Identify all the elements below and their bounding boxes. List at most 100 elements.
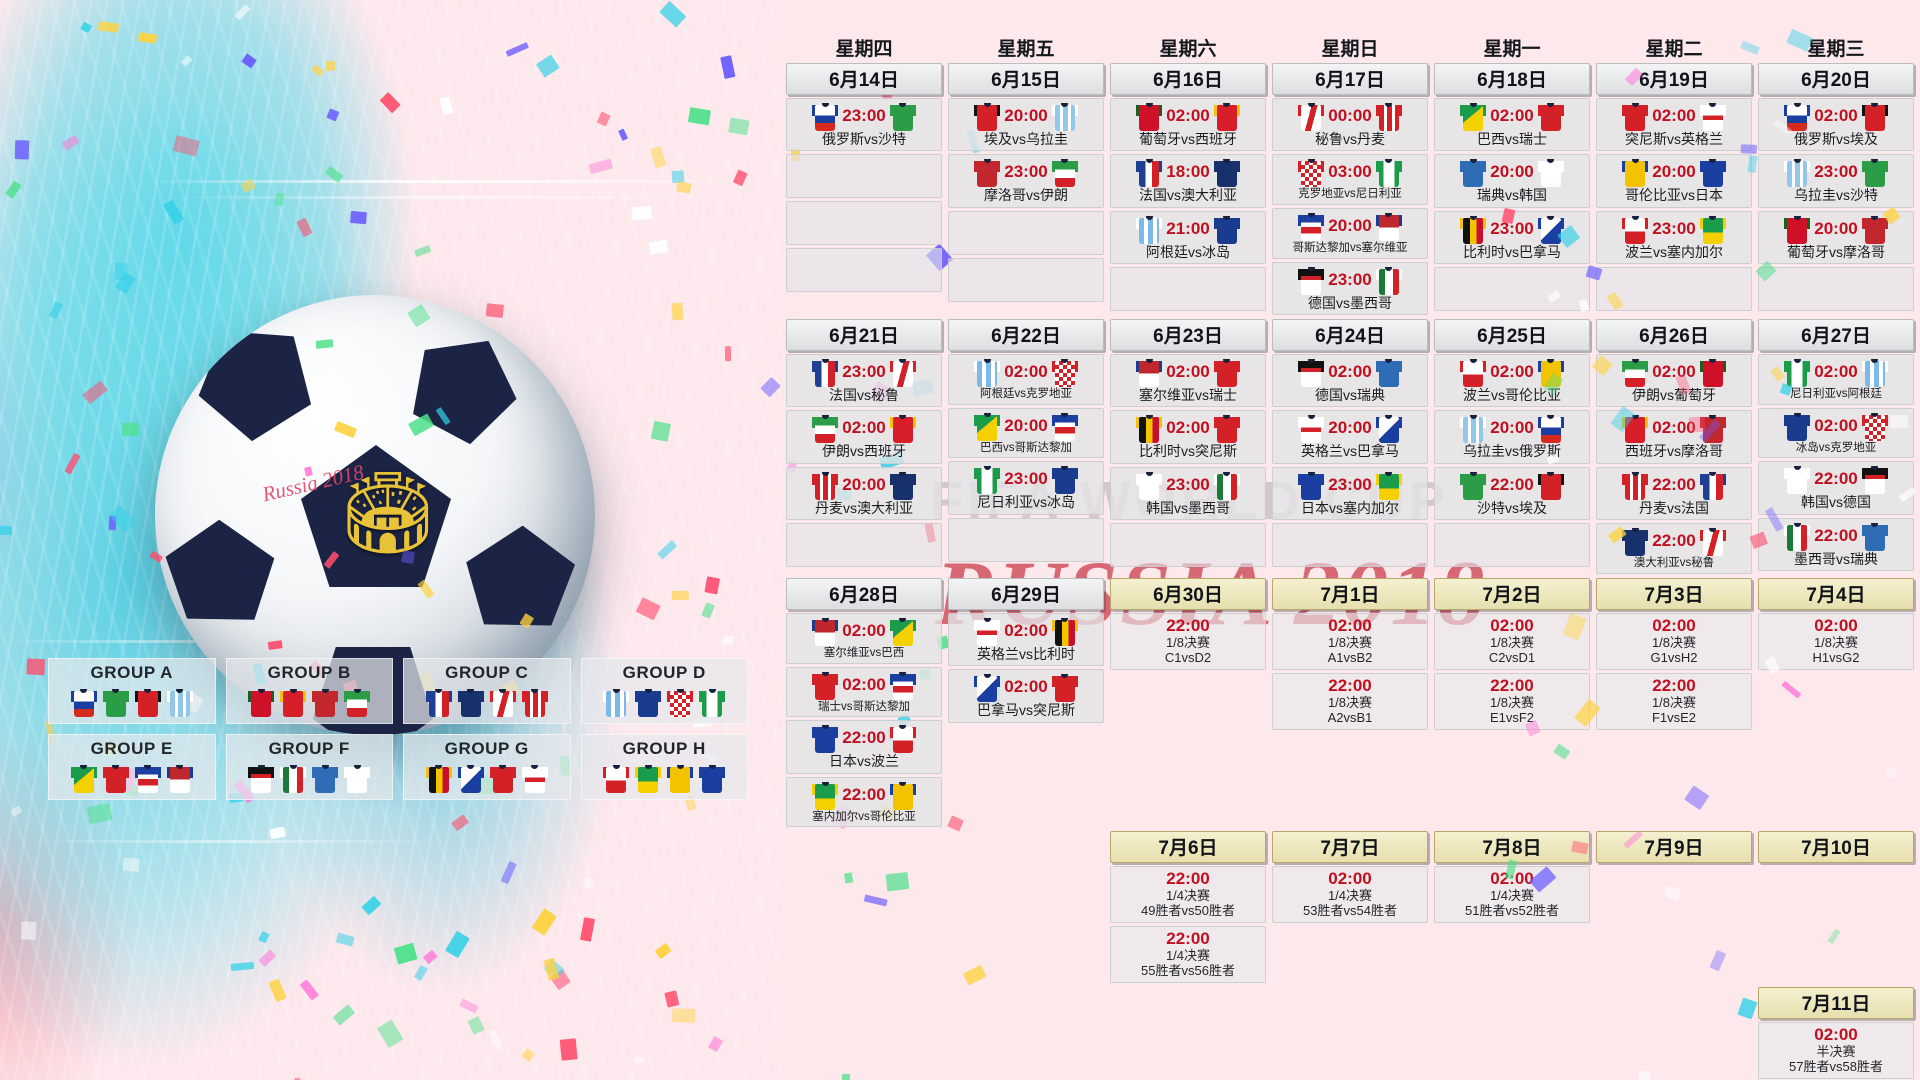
group-box-group-h[interactable]: GROUP H <box>580 734 748 800</box>
date-header[interactable]: 6月17日 <box>1272 63 1428 95</box>
group-box-group-a[interactable]: GROUP A <box>48 658 216 724</box>
team-kit-icon <box>1460 357 1487 388</box>
date-header[interactable]: 7月7日 <box>1272 831 1428 864</box>
group-match-cell[interactable]: 20:00 哥伦比亚vs日本 <box>1596 154 1752 208</box>
date-header[interactable]: 6月14日 <box>786 63 942 95</box>
groups-row: GROUP E GROUP F GROUP G GROUP H <box>48 734 748 800</box>
group-match-cell[interactable]: 23:00 日本vs塞内加尔 <box>1272 466 1428 521</box>
group-match-cell[interactable]: 21:00 阿根廷vs冰岛 <box>1110 210 1266 265</box>
group-match-cell[interactable]: 02:00 比利时vs突尼斯 <box>1110 410 1266 464</box>
group-match-cell[interactable]: 02:00 德国vs瑞典 <box>1272 354 1428 408</box>
group-match-cell[interactable]: 22:00 丹麦vs法国 <box>1596 466 1752 521</box>
group-match-cell[interactable]: 02:00 葡萄牙vs西班牙 <box>1110 98 1266 152</box>
group-match-cell[interactable]: 02:00 阿根廷vs克罗地亚 <box>948 354 1104 405</box>
group-match-cell[interactable]: 02:00 伊朗vs西班牙 <box>786 410 942 464</box>
group-match-cell[interactable]: 23:00 俄罗斯vs沙特 <box>786 98 942 152</box>
date-header[interactable]: 7月4日 <box>1758 577 1914 610</box>
date-header[interactable]: 6月18日 <box>1434 63 1590 95</box>
group-match-cell[interactable]: 22:00 韩国vs德国 <box>1758 461 1914 515</box>
date-header[interactable]: 6月21日 <box>786 319 942 352</box>
group-match-cell[interactable]: 20:00 葡萄牙vs摩洛哥 <box>1758 210 1914 265</box>
group-match-cell[interactable]: 20:00 乌拉圭vs俄罗斯 <box>1434 410 1590 464</box>
date-header[interactable]: 6月15日 <box>948 63 1104 95</box>
group-match-cell[interactable]: 20:00 丹麦vs澳大利亚 <box>786 466 942 521</box>
group-match-cell[interactable]: 02:00 巴西vs瑞士 <box>1434 98 1590 152</box>
knockout-match-cell[interactable]: 02:00 1/8决赛 C2vsD1 <box>1434 612 1590 670</box>
group-box-group-g[interactable]: GROUP G <box>403 734 571 800</box>
group-match-cell[interactable]: 02:00 塞尔维亚vs巴西 <box>786 612 942 664</box>
date-header[interactable]: 6月19日 <box>1596 63 1752 95</box>
group-match-cell[interactable]: 20:00 英格兰vs巴拿马 <box>1272 410 1428 464</box>
group-match-cell[interactable]: 23:00 乌拉圭vs沙特 <box>1758 154 1914 208</box>
knockout-match-cell[interactable]: 22:00 1/4决赛 55胜者vs56胜者 <box>1110 926 1266 983</box>
knockout-match-cell[interactable]: 02:00 1/8决赛 H1vsG2 <box>1758 612 1914 670</box>
knockout-match-cell[interactable]: 22:00 1/8决赛 E1vsF2 <box>1434 672 1590 730</box>
group-box-group-c[interactable]: GROUP C <box>403 658 571 724</box>
group-box-group-b[interactable]: GROUP B <box>225 658 393 724</box>
knockout-match-cell[interactable]: 22:00 1/8决赛 A2vsB1 <box>1272 672 1428 730</box>
group-match-cell[interactable]: 00:00 秘鲁vs丹麦 <box>1272 98 1428 152</box>
group-match-cell[interactable]: 20:00 巴西vs哥斯达黎加 <box>948 407 1104 459</box>
date-header[interactable]: 6月28日 <box>786 577 942 610</box>
date-header[interactable]: 6月29日 <box>948 577 1104 610</box>
group-match-cell[interactable]: 02:00 英格兰vs比利时 <box>948 612 1104 667</box>
date-header[interactable]: 6月23日 <box>1110 319 1266 352</box>
knockout-match-cell[interactable]: 02:00 1/8决赛 G1vsH2 <box>1596 612 1752 670</box>
group-match-cell[interactable]: 23:00 韩国vs墨西哥 <box>1110 466 1266 521</box>
date-header[interactable]: 7月11日 <box>1758 986 1914 1019</box>
date-header[interactable]: 7月6日 <box>1110 831 1266 864</box>
group-match-cell[interactable]: 20:00 埃及vs乌拉圭 <box>948 98 1104 152</box>
group-match-cell[interactable]: 03:00 克罗地亚vs尼日利亚 <box>1272 154 1428 206</box>
group-match-cell[interactable]: 22:00 沙特vs埃及 <box>1434 466 1590 521</box>
group-match-cell[interactable]: 22:00 澳大利亚vs秘鲁 <box>1596 523 1752 574</box>
date-header[interactable]: 6月26日 <box>1596 319 1752 352</box>
date-header[interactable]: 6月27日 <box>1758 319 1914 352</box>
date-header[interactable]: 6月25日 <box>1434 319 1590 352</box>
date-header[interactable]: 7月8日 <box>1434 831 1590 864</box>
team-kit-icon <box>1051 411 1078 441</box>
group-match-cell[interactable]: 23:00 尼日利亚vs冰岛 <box>948 461 1104 515</box>
knockout-match-cell[interactable]: 02:00 1/4决赛 53胜者vs54胜者 <box>1272 866 1428 924</box>
group-match-cell[interactable]: 22:00 墨西哥vs瑞典 <box>1758 517 1914 572</box>
group-match-cell[interactable]: 23:00 波兰vs塞内加尔 <box>1596 210 1752 265</box>
date-header[interactable]: 7月1日 <box>1272 577 1428 610</box>
group-match-cell[interactable]: 20:00 哥斯达黎加vs塞尔维亚 <box>1272 208 1428 259</box>
group-match-cell[interactable]: 18:00 法国vs澳大利亚 <box>1110 154 1266 208</box>
group-match-cell[interactable]: 02:00 巴拿马vs突尼斯 <box>948 669 1104 723</box>
date-header[interactable]: 6月20日 <box>1758 63 1914 95</box>
group-match-cell[interactable]: 02:00 冰岛vs克罗地亚 <box>1758 407 1914 459</box>
date-header[interactable]: 6月24日 <box>1272 319 1428 352</box>
group-match-cell[interactable]: 23:00 德国vs墨西哥 <box>1272 261 1428 316</box>
group-box-group-d[interactable]: GROUP D <box>580 658 748 724</box>
match-kits-and-time: 02:00 <box>789 413 939 444</box>
empty-match-slot <box>1758 267 1914 312</box>
group-match-cell[interactable]: 02:00 塞尔维亚vs瑞士 <box>1110 354 1266 408</box>
group-match-cell[interactable]: 02:00 尼日利亚vs阿根廷 <box>1758 354 1914 405</box>
knockout-match-cell[interactable]: 22:00 1/8决赛 C1vsD2 <box>1110 612 1266 670</box>
group-match-cell[interactable]: 02:00 瑞士vs哥斯达黎加 <box>786 666 942 718</box>
group-match-cell[interactable]: 22:00 日本vs波兰 <box>786 720 942 774</box>
group-match-cell[interactable]: 23:00 摩洛哥vs伊朗 <box>948 154 1104 208</box>
date-header[interactable]: 6月30日 <box>1110 577 1266 610</box>
group-match-cell[interactable]: 22:00 塞内加尔vs哥伦比亚 <box>786 776 942 828</box>
date-header[interactable]: 7月9日 <box>1596 831 1752 864</box>
group-match-cell[interactable]: 02:00 伊朗vs葡萄牙 <box>1596 354 1752 408</box>
date-header[interactable]: 6月16日 <box>1110 63 1266 95</box>
group-box-group-f[interactable]: GROUP F <box>225 734 393 800</box>
group-box-group-e[interactable]: GROUP E <box>48 734 216 800</box>
group-match-cell[interactable]: 02:00 突尼斯vs英格兰 <box>1596 98 1752 152</box>
knockout-match-cell[interactable]: 22:00 1/8决赛 F1vsE2 <box>1596 672 1752 730</box>
date-header[interactable]: 7月3日 <box>1596 577 1752 610</box>
knockout-match-cell[interactable]: 02:00 1/8决赛 A1vsB2 <box>1272 612 1428 670</box>
group-match-cell[interactable]: 02:00 俄罗斯vs埃及 <box>1758 98 1914 152</box>
date-header[interactable]: 6月22日 <box>948 319 1104 352</box>
knockout-match-cell[interactable]: 02:00 半决赛 57胜者vs58胜者 <box>1758 1021 1914 1079</box>
group-match-cell[interactable]: 02:00 西班牙vs摩洛哥 <box>1596 410 1752 464</box>
group-match-cell[interactable]: 02:00 波兰vs哥伦比亚 <box>1434 354 1590 408</box>
group-match-cell[interactable]: 23:00 法国vs秘鲁 <box>786 354 942 408</box>
date-header[interactable]: 7月10日 <box>1758 831 1914 864</box>
date-header[interactable]: 7月2日 <box>1434 577 1590 610</box>
knockout-match-cell[interactable]: 22:00 1/4决赛 49胜者vs50胜者 <box>1110 866 1266 924</box>
group-match-cell[interactable]: 20:00 瑞典vs韩国 <box>1434 154 1590 208</box>
